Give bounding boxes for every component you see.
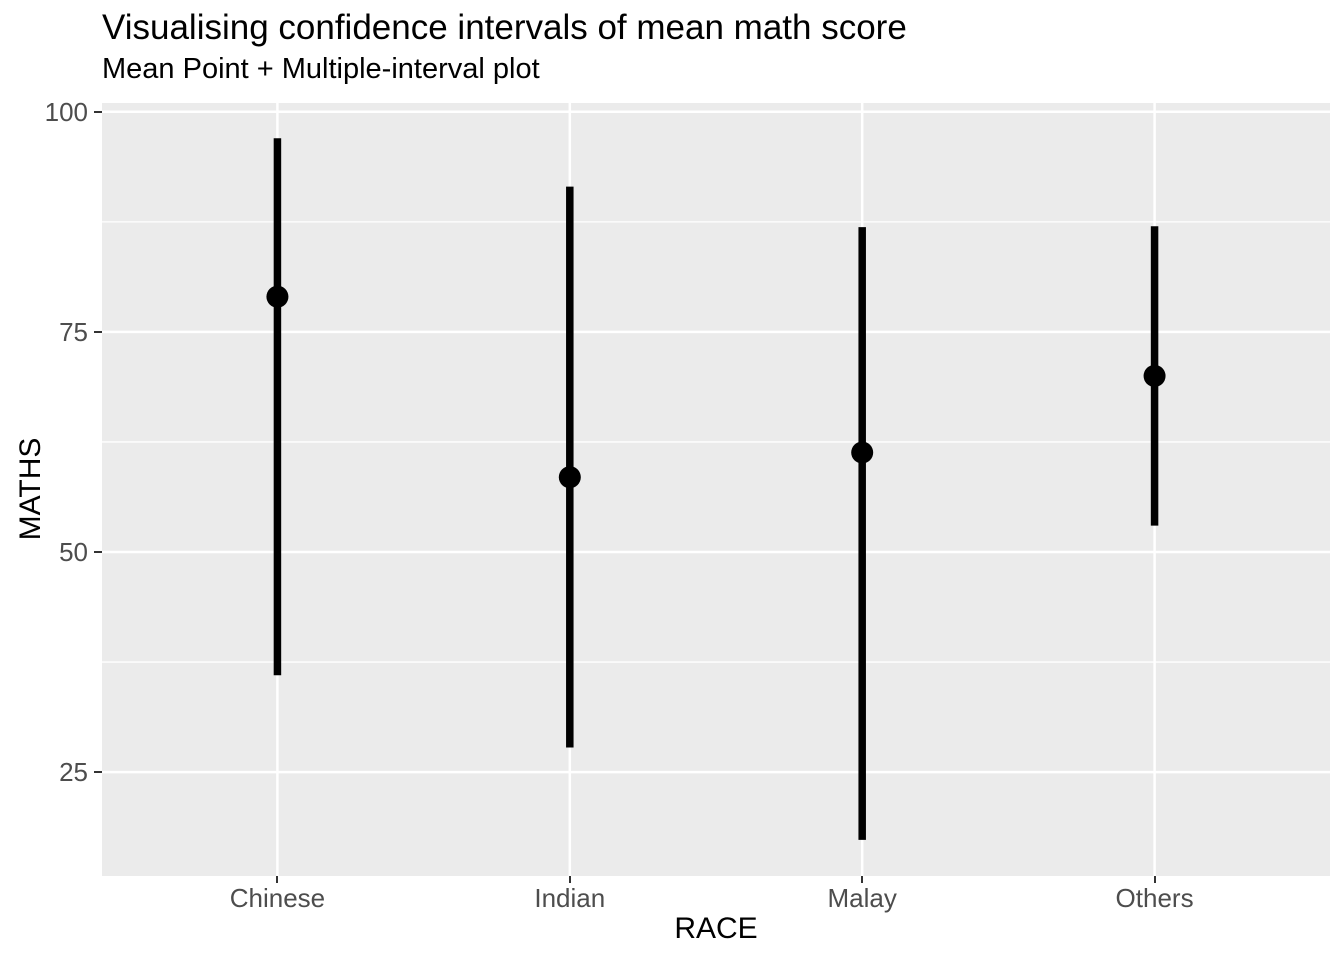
y-tick-label: 25 — [59, 757, 88, 788]
panel-background — [102, 103, 1330, 876]
x-tick-mark — [568, 876, 571, 883]
mean-point — [1143, 364, 1166, 387]
x-tick-label: Indian — [534, 883, 606, 913]
chart-title: Visualising confidence intervals of mean… — [102, 8, 907, 47]
mean-point — [558, 466, 581, 489]
chart-subtitle: Mean Point + Multiple-interval plot — [102, 53, 540, 85]
mean-point — [851, 441, 874, 464]
y-tick-label: 100 — [44, 96, 88, 127]
x-tick-label: Others — [1115, 883, 1194, 913]
chart-canvas — [102, 103, 1330, 876]
x-axis-title: RACE — [674, 912, 758, 945]
y-tick-label: 50 — [59, 537, 88, 567]
y-tick-mark — [94, 551, 102, 553]
x-tick-label: Chinese — [229, 883, 326, 913]
y-tick-mark — [94, 771, 102, 774]
y-axis-title: MATHS — [14, 437, 47, 541]
x-tick-mark — [1153, 876, 1156, 883]
y-tick-mark — [94, 110, 102, 113]
y-tick-mark — [94, 330, 102, 333]
x-tick-mark — [276, 876, 279, 883]
x-tick-mark — [861, 876, 864, 883]
plot-panel — [102, 103, 1330, 876]
x-tick-label: Malay — [827, 883, 897, 913]
mean-point — [266, 285, 289, 308]
y-tick-label: 75 — [59, 316, 88, 347]
